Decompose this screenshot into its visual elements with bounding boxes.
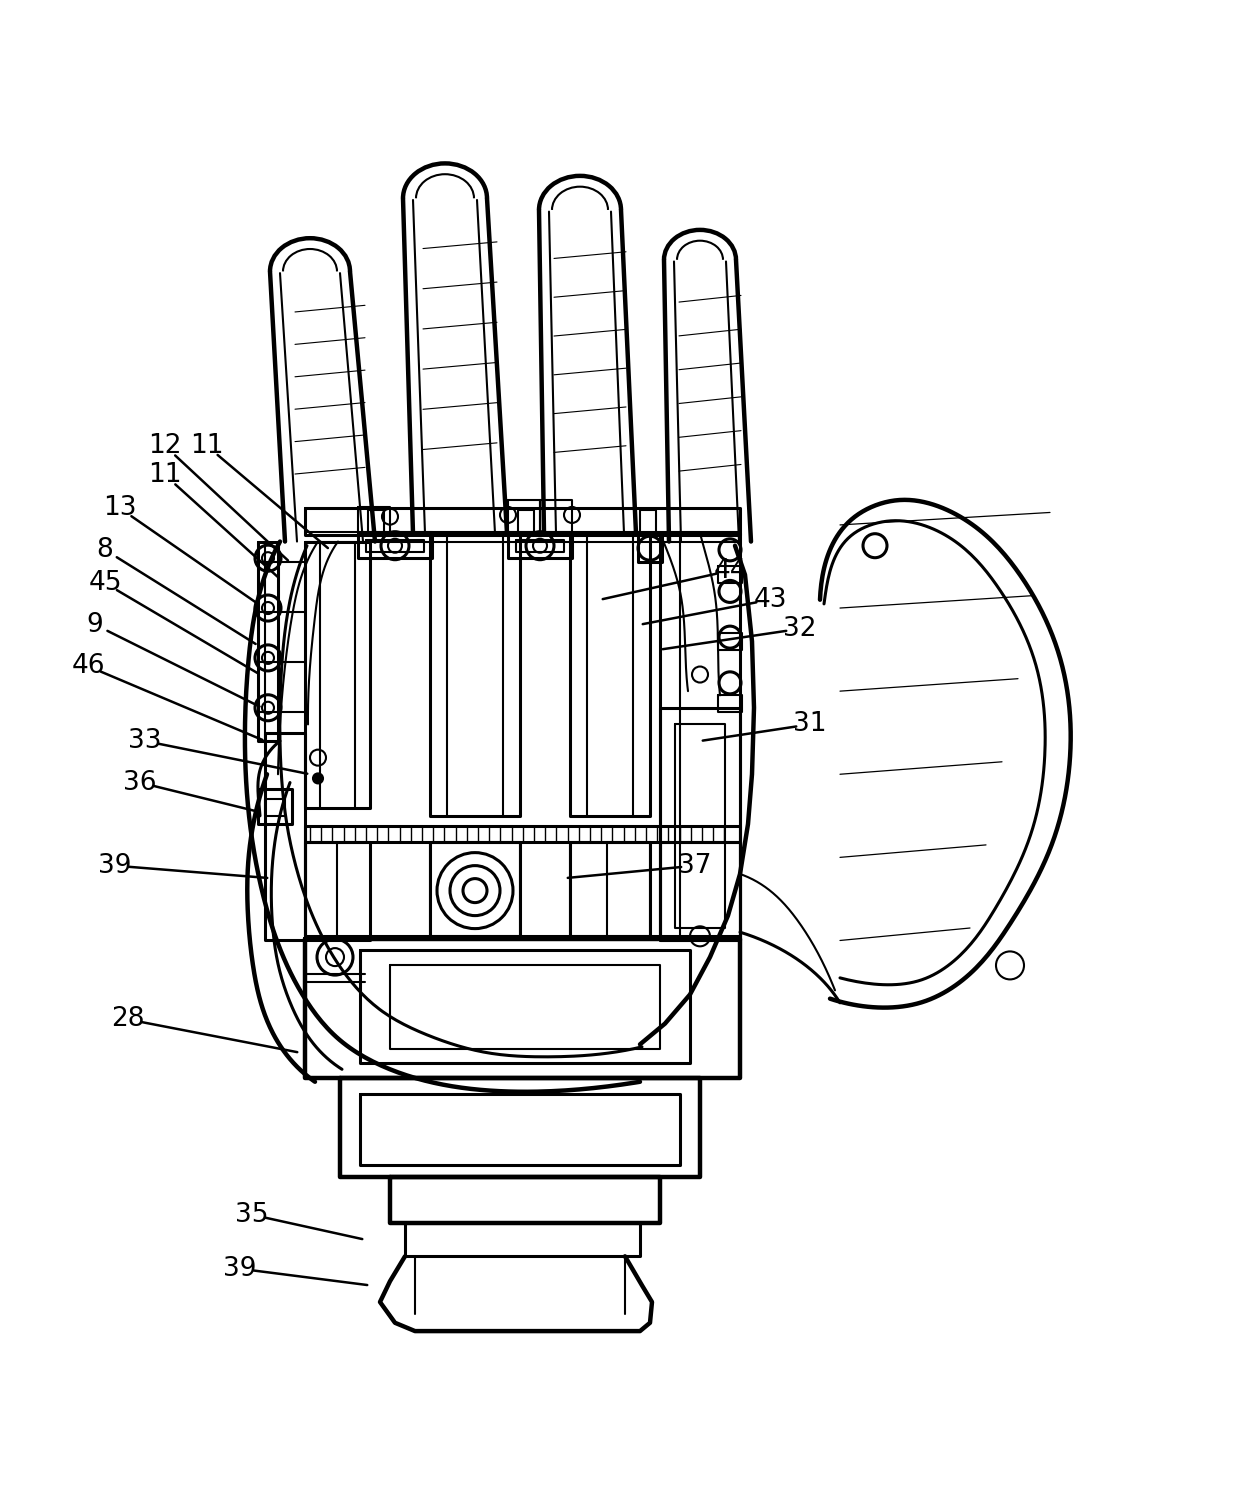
Text: 45: 45 [88,570,122,597]
Text: 28: 28 [112,1007,145,1032]
Text: 8: 8 [97,537,113,562]
Text: 39: 39 [98,853,131,879]
Text: 9: 9 [87,612,103,637]
Text: 46: 46 [71,653,104,679]
Text: 11: 11 [149,463,182,488]
Text: 37: 37 [678,853,712,879]
Text: 36: 36 [123,770,156,795]
Circle shape [312,773,322,783]
Text: 39: 39 [223,1256,257,1282]
Text: 44: 44 [713,558,746,583]
Text: 13: 13 [103,495,136,521]
Text: 32: 32 [784,616,817,642]
Text: 33: 33 [128,728,161,753]
Text: 11: 11 [190,433,223,460]
Text: 43: 43 [753,586,786,613]
Text: 12: 12 [149,433,182,460]
Text: 31: 31 [794,712,827,737]
Text: 35: 35 [236,1201,269,1228]
